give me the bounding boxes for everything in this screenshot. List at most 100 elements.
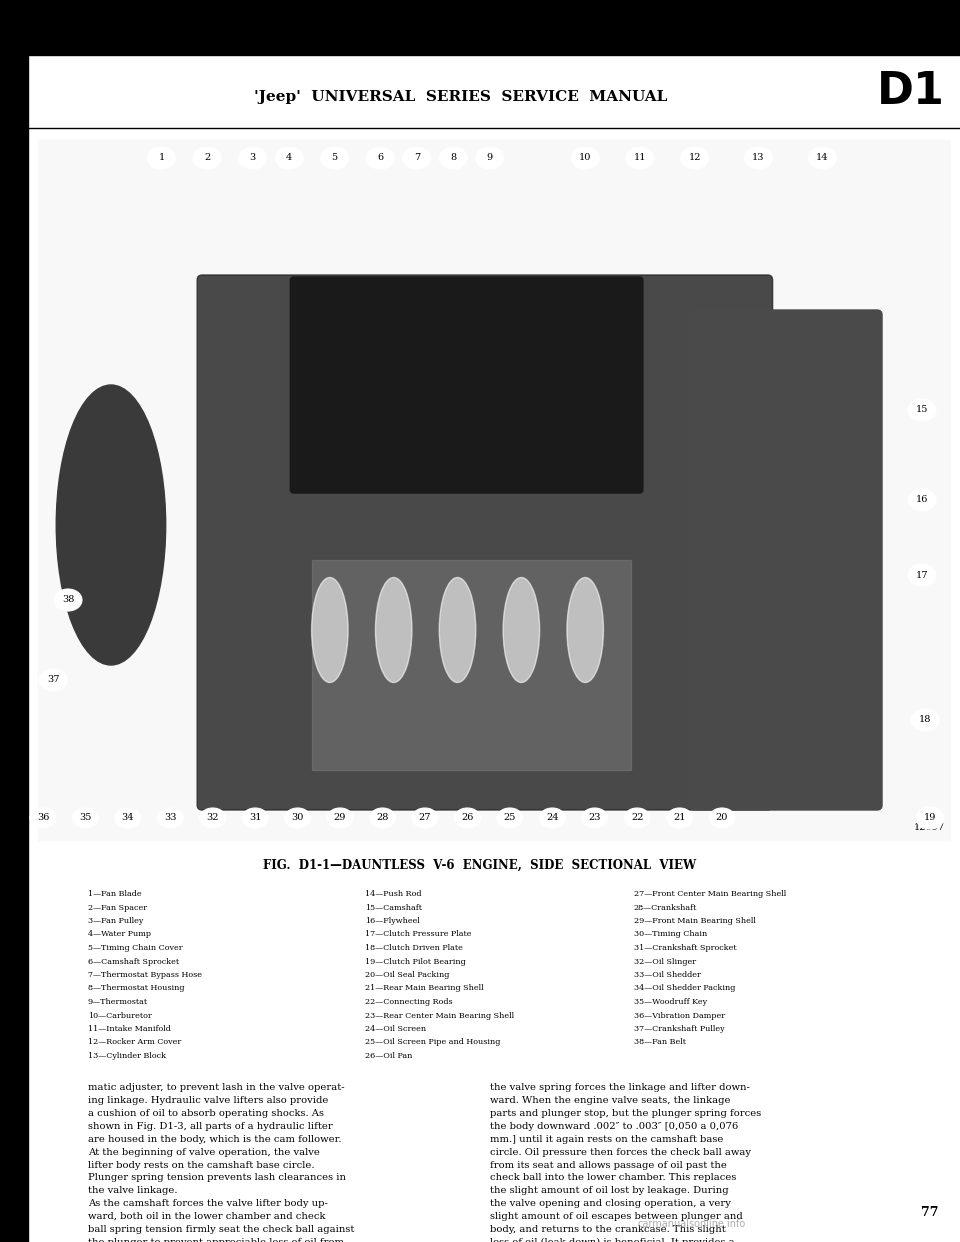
Ellipse shape <box>321 147 348 169</box>
Ellipse shape <box>115 809 141 828</box>
Text: 9—Thermostat: 9—Thermostat <box>88 999 148 1006</box>
Ellipse shape <box>54 589 82 611</box>
FancyBboxPatch shape <box>290 277 643 493</box>
Ellipse shape <box>476 147 504 169</box>
Text: 11: 11 <box>634 154 646 163</box>
Text: 22: 22 <box>631 814 643 822</box>
Ellipse shape <box>193 147 221 169</box>
Ellipse shape <box>911 709 939 732</box>
Text: 35—Woodruff Key: 35—Woodruff Key <box>634 999 707 1006</box>
Text: 7—Thermostat Bypass Hose: 7—Thermostat Bypass Hose <box>88 971 202 979</box>
Text: 28—Crankshaft: 28—Crankshaft <box>634 903 697 912</box>
Text: 7: 7 <box>414 154 420 163</box>
Text: 17—Clutch Pressure Plate: 17—Clutch Pressure Plate <box>365 930 471 939</box>
Ellipse shape <box>916 807 944 828</box>
Ellipse shape <box>808 147 836 169</box>
Text: 13—Cylinder Block: 13—Cylinder Block <box>88 1052 166 1059</box>
Ellipse shape <box>571 147 599 169</box>
Text: 29: 29 <box>334 814 347 822</box>
Text: 25—Oil Screen Pipe and Housing: 25—Oil Screen Pipe and Housing <box>365 1038 500 1047</box>
Text: 77: 77 <box>922 1206 939 1218</box>
Ellipse shape <box>157 809 183 828</box>
Ellipse shape <box>745 147 773 169</box>
Text: 29—Front Main Bearing Shell: 29—Front Main Bearing Shell <box>634 917 756 925</box>
Text: 36—Vibration Damper: 36—Vibration Damper <box>634 1011 725 1020</box>
Text: 15—Camshaft: 15—Camshaft <box>365 903 421 912</box>
Ellipse shape <box>908 489 936 510</box>
Bar <box>0 55 28 1242</box>
Ellipse shape <box>367 147 395 169</box>
Text: 20—Oil Seal Packing: 20—Oil Seal Packing <box>365 971 449 979</box>
Ellipse shape <box>626 147 654 169</box>
Text: 28: 28 <box>376 814 389 822</box>
Ellipse shape <box>57 385 166 664</box>
FancyBboxPatch shape <box>197 274 773 810</box>
Text: 16—Flywheel: 16—Flywheel <box>365 917 420 925</box>
Text: 16: 16 <box>916 496 928 504</box>
Text: 30—Timing Chain: 30—Timing Chain <box>634 930 707 939</box>
Text: 18: 18 <box>919 715 931 724</box>
Text: 6: 6 <box>377 154 383 163</box>
Text: 24—Oil Screen: 24—Oil Screen <box>365 1025 426 1033</box>
Text: 4—Water Pump: 4—Water Pump <box>88 930 151 939</box>
Text: 30: 30 <box>292 814 303 822</box>
Text: 31: 31 <box>249 814 261 822</box>
Text: FIG.  D1-1—DAUNTLESS  V-6  ENGINE,  SIDE  SECTIONAL  VIEW: FIG. D1-1—DAUNTLESS V-6 ENGINE, SIDE SEC… <box>263 858 697 872</box>
Text: 13: 13 <box>753 154 765 163</box>
Text: 12697: 12697 <box>914 823 945 832</box>
Text: 8: 8 <box>450 154 456 163</box>
Text: 3: 3 <box>250 154 255 163</box>
Text: 1—Fan Blade: 1—Fan Blade <box>88 891 142 898</box>
Text: 2—Fan Spacer: 2—Fan Spacer <box>88 903 147 912</box>
Text: 23: 23 <box>588 814 601 822</box>
Ellipse shape <box>39 669 67 691</box>
Ellipse shape <box>540 809 565 828</box>
Text: carmanualsonline.info: carmanualsonline.info <box>637 1218 745 1230</box>
Text: 37—Crankshaft Pulley: 37—Crankshaft Pulley <box>634 1025 724 1033</box>
Text: 18—Clutch Driven Plate: 18—Clutch Driven Plate <box>365 944 463 953</box>
Text: 26: 26 <box>461 814 473 822</box>
Ellipse shape <box>709 809 735 828</box>
Text: 2: 2 <box>204 154 210 163</box>
Text: 15: 15 <box>916 405 928 415</box>
Ellipse shape <box>908 564 936 586</box>
Text: 4: 4 <box>286 154 292 163</box>
Text: 8—Thermostat Housing: 8—Thermostat Housing <box>88 985 184 992</box>
Text: 24: 24 <box>546 814 559 822</box>
Ellipse shape <box>908 399 936 421</box>
Text: 36: 36 <box>36 814 49 822</box>
Ellipse shape <box>370 809 396 828</box>
Text: 14—Push Rod: 14—Push Rod <box>365 891 421 898</box>
Text: 21: 21 <box>673 814 685 822</box>
Text: 27: 27 <box>419 814 431 822</box>
Ellipse shape <box>497 809 523 828</box>
Text: 19: 19 <box>924 814 936 822</box>
Ellipse shape <box>30 809 56 828</box>
Ellipse shape <box>582 809 608 828</box>
Bar <box>38 140 950 840</box>
Ellipse shape <box>454 809 480 828</box>
Text: 17: 17 <box>916 570 928 580</box>
Text: 20: 20 <box>716 814 729 822</box>
Ellipse shape <box>242 809 268 828</box>
Ellipse shape <box>624 809 650 828</box>
Ellipse shape <box>327 809 353 828</box>
Text: 12: 12 <box>688 154 701 163</box>
Text: 32—Oil Slinger: 32—Oil Slinger <box>634 958 696 965</box>
Ellipse shape <box>200 809 226 828</box>
Bar <box>0 0 960 55</box>
Text: 10—Carburetor: 10—Carburetor <box>88 1011 152 1020</box>
Ellipse shape <box>375 578 412 683</box>
Text: 12—Rocker Arm Cover: 12—Rocker Arm Cover <box>88 1038 181 1047</box>
Text: 1: 1 <box>158 154 164 163</box>
Text: 34—Oil Shedder Packing: 34—Oil Shedder Packing <box>634 985 735 992</box>
Text: 25: 25 <box>504 814 516 822</box>
Ellipse shape <box>284 809 311 828</box>
Ellipse shape <box>239 147 267 169</box>
Text: 26—Oil Pan: 26—Oil Pan <box>365 1052 412 1059</box>
Ellipse shape <box>440 578 476 683</box>
Text: 31—Crankshaft Sprocket: 31—Crankshaft Sprocket <box>634 944 736 953</box>
Ellipse shape <box>567 578 604 683</box>
Text: 23—Rear Center Main Bearing Shell: 23—Rear Center Main Bearing Shell <box>365 1011 514 1020</box>
Ellipse shape <box>412 809 438 828</box>
